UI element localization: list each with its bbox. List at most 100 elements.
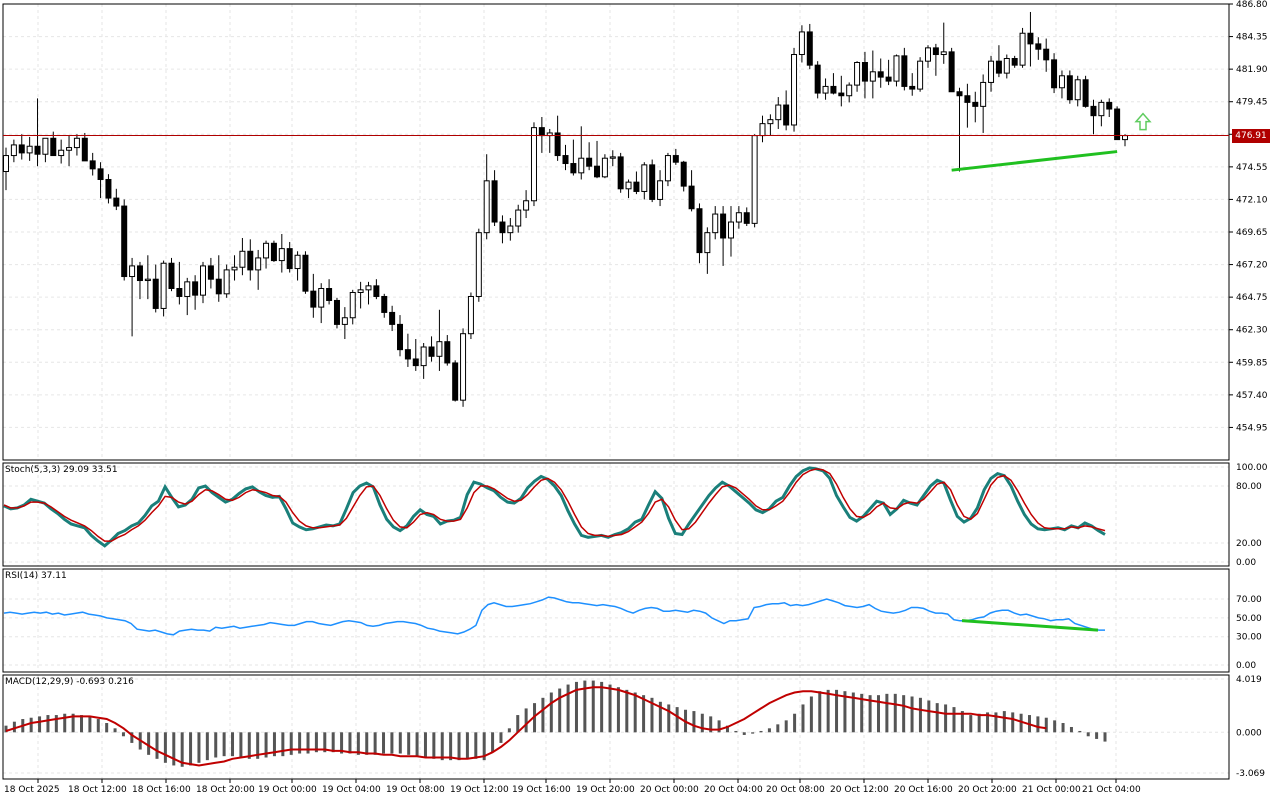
macd-histogram-bar bbox=[130, 732, 134, 743]
candle-bear bbox=[570, 163, 577, 174]
axis-labels: 486.80484.35481.90479.45477.00474.55472.… bbox=[4, 0, 1268, 795]
macd-histogram-bar bbox=[826, 689, 830, 733]
candle-bear bbox=[672, 155, 679, 163]
candle-bull bbox=[1003, 58, 1010, 74]
candle-bear bbox=[562, 155, 569, 165]
divergence-line-price bbox=[951, 150, 1118, 172]
macd-histogram-bar bbox=[398, 732, 402, 754]
macd-histogram-bar bbox=[239, 732, 243, 758]
candle-bear bbox=[491, 180, 498, 223]
macd-histogram-bar bbox=[751, 732, 755, 734]
candle-bull bbox=[42, 137, 49, 155]
rsi-tick-label: 0.00 bbox=[1236, 661, 1256, 671]
candle-bear bbox=[373, 285, 380, 297]
time-tick-label: 19 Oct 04:00 bbox=[322, 785, 381, 795]
macd-histogram-bar bbox=[1036, 716, 1040, 733]
macd-histogram-bar bbox=[314, 732, 318, 753]
macd-label: MACD(12,29,9) -0.693 0.216 bbox=[5, 677, 134, 687]
candle-bear bbox=[192, 281, 199, 296]
divergence-line-rsi bbox=[961, 619, 1099, 632]
macd-histogram-bar bbox=[38, 716, 42, 733]
candle-bull bbox=[704, 232, 711, 254]
candle-bear bbox=[956, 91, 963, 97]
macd-histogram-bar bbox=[247, 732, 251, 759]
macd-histogram-bar bbox=[541, 697, 545, 733]
candle-bear bbox=[121, 205, 128, 278]
macd-histogram-bar bbox=[650, 697, 654, 733]
candle-bear bbox=[18, 144, 25, 154]
candle-bear bbox=[310, 290, 317, 308]
macd-histogram-bar bbox=[1053, 720, 1057, 733]
time-tick-label: 21 Oct 04:00 bbox=[1082, 785, 1141, 795]
time-tick-label: 18 Oct 16:00 bbox=[132, 785, 191, 795]
candle-bull bbox=[436, 341, 443, 357]
price-tick-label: 469.65 bbox=[1236, 228, 1268, 238]
candle-bull bbox=[507, 225, 514, 234]
candle-bear bbox=[152, 278, 159, 309]
macd-histogram-bar bbox=[272, 732, 276, 757]
macd-histogram-bar bbox=[902, 695, 906, 733]
macd-histogram-bar bbox=[809, 696, 813, 733]
panel-frame bbox=[2, 568, 1230, 673]
macd-histogram-bar bbox=[96, 719, 100, 733]
candle-bull bbox=[26, 145, 33, 154]
stoch-tick-label: 20.00 bbox=[1236, 539, 1262, 549]
candle-bull bbox=[988, 60, 995, 83]
macd-histogram-bar bbox=[12, 721, 16, 733]
candle-bull bbox=[318, 288, 325, 308]
candle-bull bbox=[530, 127, 537, 202]
time-tick-label: 19 Oct 12:00 bbox=[450, 785, 509, 795]
price-tick-label: 467.20 bbox=[1236, 261, 1268, 271]
macd-histogram-bar bbox=[1086, 732, 1090, 737]
buy-arrow-icon bbox=[1134, 112, 1152, 131]
macd-histogram-bar bbox=[29, 717, 33, 733]
candle-bear bbox=[838, 92, 845, 97]
macd-histogram-bar bbox=[348, 732, 352, 754]
candle-bear bbox=[499, 221, 506, 234]
macd-tick-label: 4.019 bbox=[1236, 675, 1262, 685]
macd-histogram-bar bbox=[516, 715, 520, 733]
macd-histogram-bar bbox=[667, 704, 671, 733]
stoch-tick-label: 0.00 bbox=[1236, 558, 1256, 568]
candle-bear bbox=[412, 358, 419, 367]
time-tick-label: 20 Oct 16:00 bbox=[894, 785, 953, 795]
macd-histogram-bar bbox=[591, 680, 595, 733]
candle-bull bbox=[73, 137, 80, 149]
price-tick-label: 484.35 bbox=[1236, 33, 1268, 43]
price-tick-label: 481.90 bbox=[1236, 65, 1268, 75]
stoch-label: Stoch(5,3,3) 29.09 33.51 bbox=[5, 465, 118, 475]
grid-lines bbox=[3, 3, 1229, 779]
stoch-main-line bbox=[3, 466, 1106, 548]
macd-histogram-bar bbox=[189, 732, 193, 766]
candle-bear bbox=[113, 197, 120, 207]
candle-bear bbox=[50, 137, 57, 157]
macd-histogram-bar bbox=[893, 693, 897, 733]
candle-bear bbox=[1066, 75, 1073, 101]
macd-histogram-bar bbox=[449, 732, 453, 761]
candle-bull bbox=[231, 266, 238, 271]
current-price-label: 476.91 bbox=[1232, 129, 1270, 143]
candle-bear bbox=[1090, 105, 1097, 117]
candle-bull bbox=[751, 135, 758, 224]
panel-frames bbox=[2, 3, 1230, 780]
candle-bull bbox=[601, 157, 608, 178]
candle-bear bbox=[176, 288, 183, 297]
macd-histogram-bar bbox=[524, 708, 528, 733]
candle-bull bbox=[278, 248, 285, 262]
candle-bear bbox=[633, 181, 640, 192]
candle-bull bbox=[349, 291, 356, 319]
macd-histogram-bar bbox=[986, 712, 990, 733]
candle-bear bbox=[326, 288, 333, 301]
macd-histogram-bar bbox=[709, 716, 713, 733]
candle-bear bbox=[1035, 43, 1042, 50]
macd-histogram-bar bbox=[256, 732, 260, 759]
macd-histogram-bar bbox=[323, 732, 327, 753]
time-tick-label: 21 Oct 00:00 bbox=[1022, 785, 1081, 795]
macd-histogram-bar bbox=[382, 732, 386, 754]
macd-histogram-bar bbox=[675, 707, 679, 733]
time-tick-label: 20 Oct 12:00 bbox=[830, 785, 889, 795]
macd-histogram-bar bbox=[155, 732, 159, 759]
candle-bull bbox=[365, 285, 372, 291]
macd-histogram-bar bbox=[88, 716, 92, 733]
